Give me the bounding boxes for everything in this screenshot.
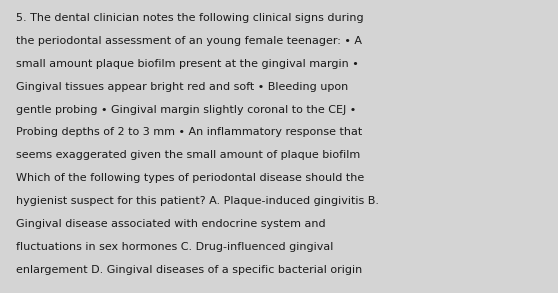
Text: fluctuations in sex hormones C. Drug-influenced gingival: fluctuations in sex hormones C. Drug-inf… — [16, 242, 333, 252]
Text: Gingival tissues appear bright red and soft • Bleeding upon: Gingival tissues appear bright red and s… — [16, 82, 348, 92]
Text: gentle probing • Gingival margin slightly coronal to the CEJ •: gentle probing • Gingival margin slightl… — [16, 105, 356, 115]
Text: small amount plaque biofilm present at the gingival margin •: small amount plaque biofilm present at t… — [16, 59, 358, 69]
Text: the periodontal assessment of an young female teenager: • A: the periodontal assessment of an young f… — [16, 36, 362, 46]
Text: 5. The dental clinician notes the following clinical signs during: 5. The dental clinician notes the follow… — [16, 13, 363, 23]
Text: enlargement D. Gingival diseases of a specific bacterial origin: enlargement D. Gingival diseases of a sp… — [16, 265, 362, 275]
Text: Probing depths of 2 to 3 mm • An inflammatory response that: Probing depths of 2 to 3 mm • An inflamm… — [16, 127, 362, 137]
Text: hygienist suspect for this patient? A. Plaque-induced gingivitis B.: hygienist suspect for this patient? A. P… — [16, 196, 379, 206]
Text: seems exaggerated given the small amount of plaque biofilm: seems exaggerated given the small amount… — [16, 150, 360, 160]
Text: Gingival disease associated with endocrine system and: Gingival disease associated with endocri… — [16, 219, 325, 229]
Text: Which of the following types of periodontal disease should the: Which of the following types of periodon… — [16, 173, 364, 183]
